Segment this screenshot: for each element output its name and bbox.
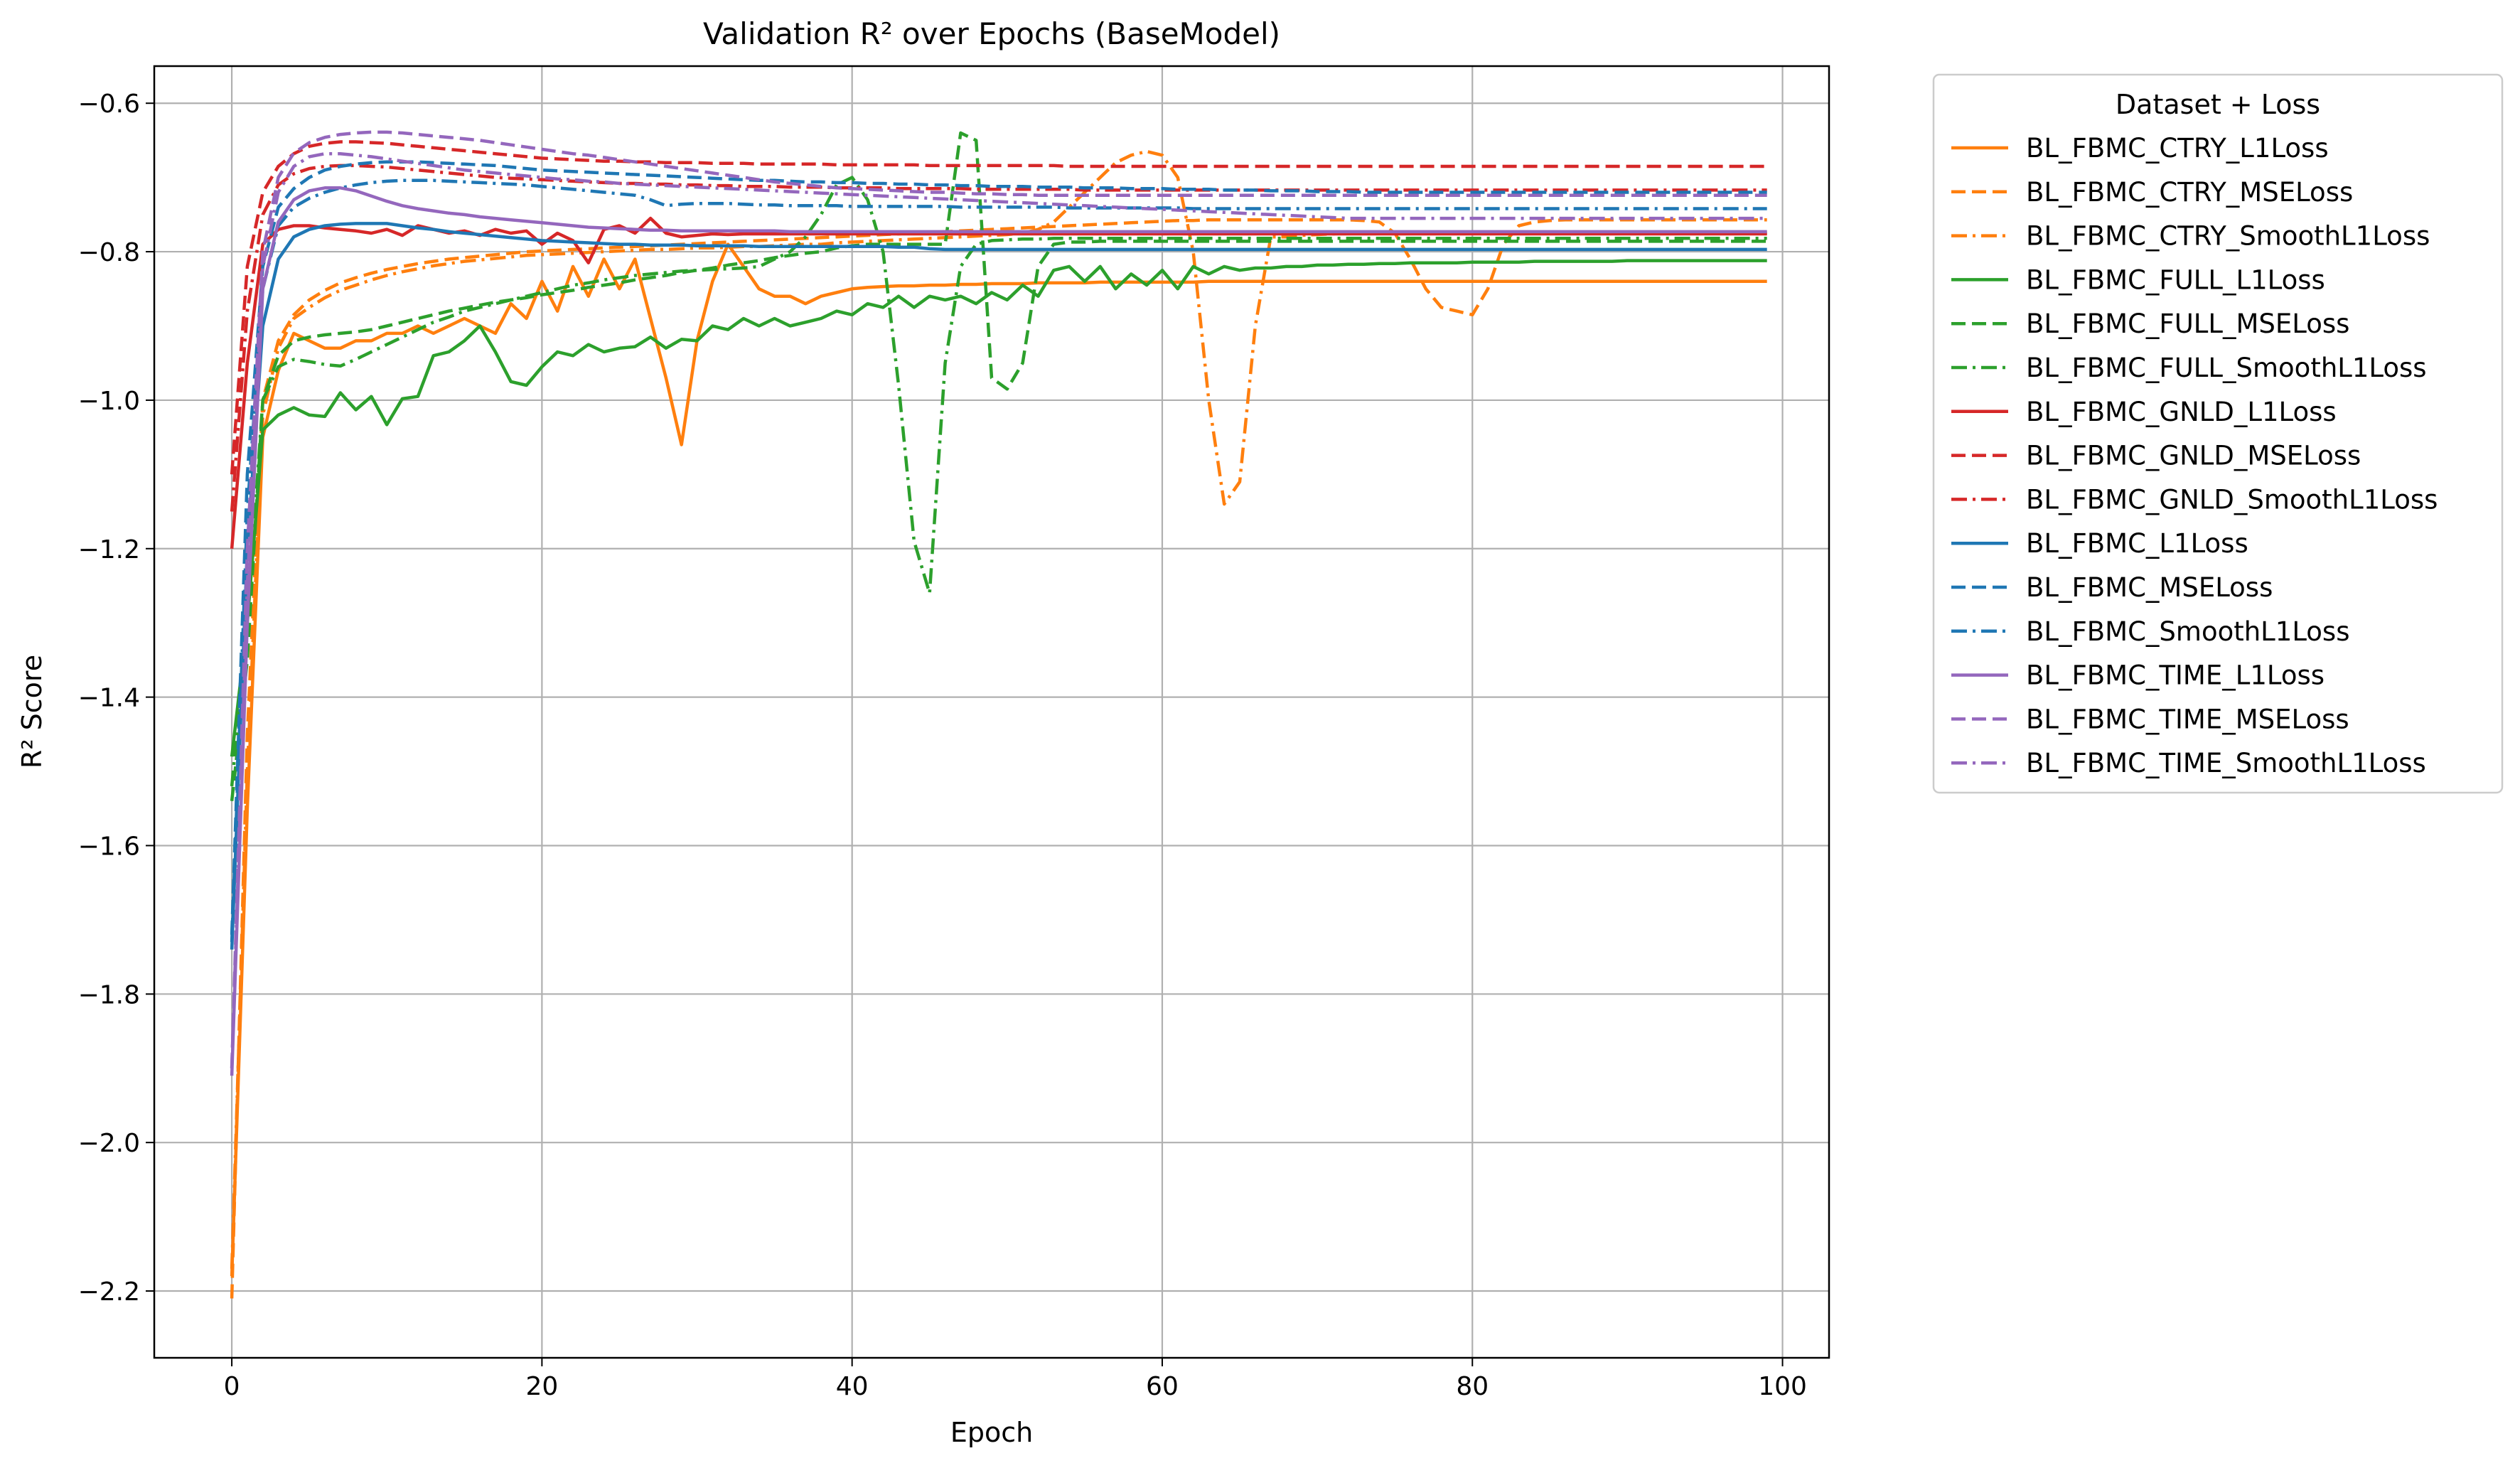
legend-label: BL_FBMC_SmoothL1Loss (2026, 616, 2350, 647)
legend-label: BL_FBMC_TIME_SmoothL1Loss (2026, 748, 2426, 778)
legend-label: BL_FBMC_L1Loss (2026, 528, 2248, 559)
series-line-bl-fbmc-gnld-smoothl1loss (230, 164, 1767, 512)
y-tick-label: −1.0 (78, 387, 140, 416)
series-line-bl-fbmc-gnld-mseloss (230, 140, 1767, 475)
legend-label: BL_FBMC_GNLD_L1Loss (2026, 397, 2337, 427)
series-line-bl-fbmc-full-mseloss (230, 131, 1767, 802)
legend-label: BL_FBMC_FULL_L1Loss (2026, 264, 2325, 295)
y-tick-label: −1.8 (78, 980, 140, 1009)
series-line-bl-fbmc-time-smoothl1loss (230, 151, 1767, 1068)
x-tick-label: 20 (525, 1372, 558, 1401)
x-tick-label: 80 (1456, 1372, 1489, 1401)
series-line-bl-fbmc-gnld-l1loss (230, 216, 1767, 549)
y-tick-label: −1.6 (78, 832, 140, 861)
series-line-bl-fbmc-l1loss (230, 222, 1767, 950)
legend-label: BL_FBMC_CTRY_MSELoss (2026, 177, 2353, 208)
series-line-bl-fbmc-full-smoothl1loss (230, 176, 1767, 787)
y-tick-label: −0.6 (78, 90, 140, 119)
series-lines (230, 130, 1767, 1299)
grid-lines (154, 66, 1829, 1358)
legend-label: BL_FBMC_CTRY_SmoothL1Loss (2026, 221, 2430, 252)
plot-frame (153, 65, 1830, 1359)
series-line-bl-fbmc-mseloss (230, 160, 1767, 935)
axis-ticks: 0 20 40 60 80 100 −2.2 −2.0 −1.8 −1.6 −1.4 −1.2 −1.0… (78, 90, 1807, 1401)
legend-label: BL_FBMC_GNLD_SmoothL1Loss (2026, 484, 2438, 515)
legend: Dataset + Loss BL_FBMC_CTRY_L1LossBL_FBM… (1932, 73, 2504, 794)
y-tick-label: −1.4 (78, 684, 140, 713)
y-axis-label: R² Score (16, 655, 48, 768)
legend-label: BL_FBMC_FULL_MSELoss (2026, 309, 2349, 339)
x-tick-label: 0 (224, 1372, 240, 1401)
legend-title: Dataset + Loss (2116, 89, 2320, 120)
y-tick-label: −2.0 (78, 1129, 140, 1158)
legend-entries: BL_FBMC_CTRY_L1Loss BL_FBMC_CTRY_MSELoss B… (1951, 133, 2438, 778)
chart-title: Validation R² over Epochs (BaseModel) (703, 16, 1280, 51)
y-tick-label: −0.8 (78, 238, 140, 267)
x-tick-label: 40 (836, 1372, 869, 1401)
x-tick-label: 60 (1146, 1372, 1179, 1401)
series-line-bl-fbmc-ctry-l1loss (230, 242, 1767, 1277)
y-tick-label: −2.2 (78, 1277, 140, 1307)
legend-label: BL_FBMC_FULL_SmoothL1Loss (2026, 353, 2427, 383)
series-line-bl-fbmc-time-l1loss (230, 186, 1767, 1076)
legend-label: BL_FBMC_TIME_L1Loss (2026, 660, 2325, 691)
legend-label: BL_FBMC_GNLD_MSELoss (2026, 441, 2361, 471)
y-tick-label: −1.2 (78, 535, 140, 564)
series-line-bl-fbmc-full-l1loss (230, 259, 1767, 757)
series-line-bl-fbmc-smoothl1loss (230, 178, 1767, 943)
legend-box (1932, 73, 2504, 794)
x-axis-label: Epoch (950, 1417, 1033, 1448)
legend-label: BL_FBMC_CTRY_L1Loss (2026, 133, 2329, 164)
legend-label: BL_FBMC_TIME_MSELoss (2026, 704, 2349, 734)
series-line-bl-fbmc-time-mseloss (230, 130, 1767, 1068)
x-tick-label: 100 (1758, 1372, 1807, 1401)
legend-label: BL_FBMC_MSELoss (2026, 572, 2273, 603)
